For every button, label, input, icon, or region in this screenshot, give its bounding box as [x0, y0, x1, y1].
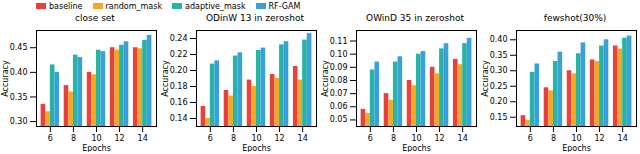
svg-text:0.11: 0.11 [330, 37, 348, 46]
svg-text:8: 8 [551, 134, 556, 143]
svg-text:8: 8 [391, 134, 396, 143]
svg-text:0.22: 0.22 [170, 50, 188, 59]
svg-text:10: 10 [251, 134, 261, 143]
svg-text:10: 10 [91, 134, 101, 143]
svg-text:0.06: 0.06 [330, 102, 348, 111]
svg-text:Accuracy: Accuracy [481, 60, 490, 97]
svg-text:0.18: 0.18 [170, 82, 188, 91]
svg-text:14: 14 [298, 134, 308, 143]
svg-text:0.08: 0.08 [330, 76, 348, 85]
html-text:baseline: baseline [49, 1, 83, 11]
svg-text:6: 6 [208, 134, 213, 143]
svg-text:0.40: 0.40 [10, 68, 28, 77]
svg-text:Epochs: Epochs [562, 144, 591, 153]
html-text:RF-GAM: RF-GAM [268, 1, 301, 11]
svg-text:0.20: 0.20 [170, 66, 188, 75]
html-text:close set: close set [75, 13, 115, 23]
svg-text:0.10: 0.10 [330, 50, 348, 59]
svg-text:0.24: 0.24 [170, 34, 188, 43]
html-text:OWinD 35 in zeroshot: OWinD 35 in zeroshot [366, 13, 464, 23]
svg-text:10: 10 [411, 134, 421, 143]
svg-text:Epochs: Epochs [242, 144, 271, 153]
svg-text:0.20: 0.20 [490, 97, 508, 106]
svg-text:Accuracy: Accuracy [1, 60, 10, 97]
html-text:adaptive_mask: adaptive_mask [185, 1, 246, 11]
svg-text:14: 14 [458, 134, 468, 143]
svg-text:6: 6 [368, 134, 373, 143]
svg-text:0.30: 0.30 [490, 66, 508, 75]
html-text:fewshot(30%): fewshot(30%) [543, 13, 607, 23]
svg-text:0.14: 0.14 [170, 114, 188, 123]
svg-text:8: 8 [71, 134, 76, 143]
svg-text:0.40: 0.40 [490, 35, 508, 44]
svg-text:Epochs: Epochs [82, 144, 111, 153]
svg-text:0.35: 0.35 [10, 93, 28, 102]
svg-text:14: 14 [138, 134, 148, 143]
svg-text:12: 12 [274, 134, 284, 143]
svg-text:Epochs: Epochs [402, 144, 431, 153]
svg-text:14: 14 [618, 134, 628, 143]
svg-text:0.09: 0.09 [330, 63, 348, 72]
svg-text:12: 12 [114, 134, 124, 143]
svg-text:0.15: 0.15 [490, 113, 508, 122]
svg-text:0.16: 0.16 [170, 98, 188, 107]
svg-text:Accuracy: Accuracy [161, 60, 170, 97]
svg-text:0.35: 0.35 [490, 51, 508, 60]
svg-text:0.30: 0.30 [10, 117, 28, 126]
svg-text:6: 6 [528, 134, 533, 143]
svg-text:0.05: 0.05 [330, 115, 348, 124]
svg-text:8: 8 [231, 134, 236, 143]
svg-text:6: 6 [48, 134, 53, 143]
html-text:random_mask: random_mask [105, 1, 162, 11]
svg-text:0.07: 0.07 [330, 89, 348, 98]
html-text:ODinW 13 in zeroshot: ODinW 13 in zeroshot [206, 13, 304, 23]
svg-text:10: 10 [571, 134, 581, 143]
svg-text:0.25: 0.25 [490, 82, 508, 91]
svg-text:Accuracy: Accuracy [321, 60, 330, 97]
svg-text:12: 12 [594, 134, 604, 143]
svg-text:0.45: 0.45 [10, 43, 28, 52]
svg-text:12: 12 [434, 134, 444, 143]
